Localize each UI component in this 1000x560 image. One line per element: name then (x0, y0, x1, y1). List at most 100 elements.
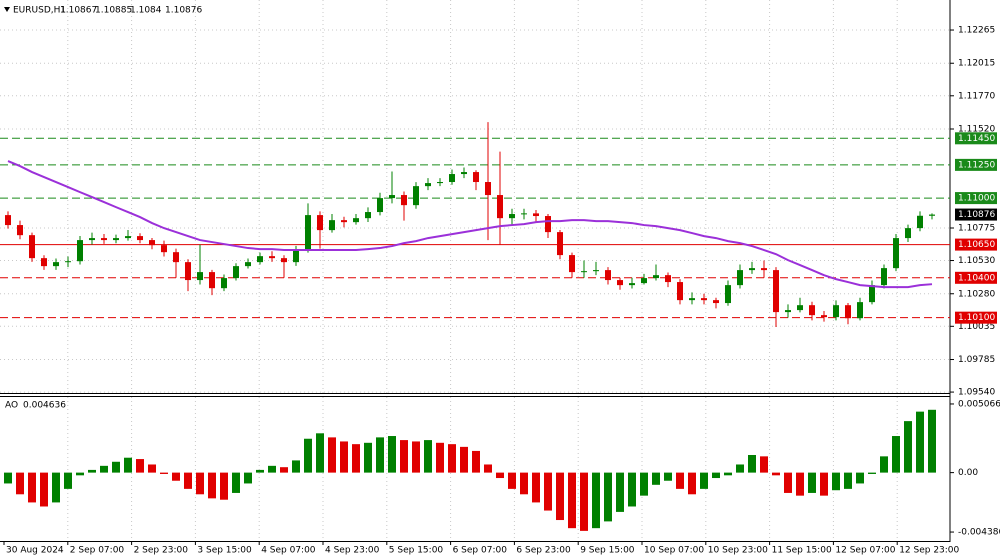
ao-bar (76, 472, 84, 476)
x-tick-label: 10 Sep 23:00 (708, 546, 768, 556)
level-tag (955, 238, 997, 251)
candle-body (425, 183, 431, 187)
indicator-current: 0.004636 (23, 401, 66, 411)
y-tick-label: 1.12015 (958, 59, 995, 69)
candle-body (713, 300, 719, 304)
ao-bar (436, 442, 444, 473)
ao-bar (916, 411, 924, 473)
candle-body (437, 182, 443, 184)
level-label: 1.10650 (958, 240, 995, 250)
symbol-arrow[interactable] (4, 7, 10, 12)
ao-bar (544, 472, 552, 511)
ohlc-open: 1.10867 (60, 6, 97, 16)
candle-body (725, 285, 731, 304)
candle-body (593, 270, 599, 272)
x-tick-label: 11 Sep 15:00 (772, 546, 832, 556)
candle-body (65, 261, 71, 263)
candle-body (5, 215, 11, 226)
candle-body (737, 270, 743, 286)
candle-body (89, 238, 95, 241)
candle-body (389, 195, 395, 199)
ao-bar (124, 457, 132, 473)
ao-bar (736, 464, 744, 473)
ao-bar (256, 469, 264, 473)
level-tag (955, 158, 997, 171)
ao-bar (880, 456, 888, 473)
ohlc-high: 1.10885 (95, 6, 132, 16)
candle-body (557, 232, 563, 256)
current-price-tag (955, 208, 997, 221)
candle-body (581, 271, 587, 273)
ao-bar (160, 472, 168, 474)
x-tick-label: 6 Sep 07:00 (453, 546, 508, 556)
candle-body (209, 272, 215, 289)
ao-bar (892, 436, 900, 473)
candle-body (341, 220, 347, 223)
candle-body (29, 235, 35, 259)
candle-body (401, 195, 407, 206)
candle-body (257, 256, 263, 263)
ao-bar (268, 465, 276, 473)
ao-bar (352, 444, 360, 473)
ao-bar (580, 472, 588, 531)
ao-bar (664, 472, 672, 481)
ao-bar (688, 472, 696, 495)
x-tick-label: 30 Aug 2024 (6, 546, 64, 556)
candle-body (173, 252, 179, 263)
ao-bar (772, 472, 780, 476)
candle-body (929, 214, 935, 216)
level-label: 1.11450 (958, 134, 995, 144)
candle-body (833, 305, 839, 318)
candle-body (293, 250, 299, 263)
candle-body (545, 216, 551, 233)
ao-bar (292, 460, 300, 473)
candle-body (701, 298, 707, 301)
y-tick-label: 1.10035 (958, 322, 995, 332)
ao-bar (676, 472, 684, 489)
x-tick-label: 3 Sep 15:00 (197, 546, 252, 556)
candle-body (797, 305, 803, 311)
candle-body (653, 275, 659, 279)
ao-bar (232, 472, 240, 493)
ao-bar (244, 472, 252, 484)
candle-body (761, 268, 767, 271)
ao-bar (628, 472, 636, 507)
candle-body (605, 270, 611, 281)
candle-body (845, 305, 851, 319)
ao-bar (196, 472, 204, 495)
candle-body (365, 212, 371, 219)
ao-bar (784, 472, 792, 493)
ao-bar (52, 472, 60, 503)
candle-body (821, 315, 827, 318)
ao-bar (208, 472, 216, 499)
candle-body (197, 272, 203, 281)
x-tick-label: 4 Sep 07:00 (261, 546, 316, 556)
candle-body (665, 275, 671, 283)
candle-body (113, 238, 119, 241)
ao-bar (844, 472, 852, 489)
level-tag (955, 132, 997, 145)
candle-body (353, 218, 359, 223)
candle-body (905, 228, 911, 239)
ao-bar (700, 472, 708, 489)
ao-bar (184, 472, 192, 489)
candle-body (485, 182, 491, 196)
ao-bar (760, 456, 768, 473)
ao-bar (568, 472, 576, 529)
ao-bar (796, 472, 804, 496)
candle-body (305, 215, 311, 251)
candle-body (245, 262, 251, 267)
ao-bar (484, 464, 492, 473)
level-label: 1.11000 (958, 194, 995, 204)
x-tick-label: 12 Sep 07:00 (835, 546, 895, 556)
ao-bar (472, 450, 480, 473)
candle-body (77, 240, 83, 262)
ao-bar (100, 465, 108, 473)
level-tag (955, 192, 997, 205)
current-price-label: 1.10876 (958, 210, 995, 220)
ao-bar (508, 472, 516, 489)
candle-body (149, 240, 155, 246)
ao-bar (40, 472, 48, 507)
ao-bar (328, 437, 336, 473)
